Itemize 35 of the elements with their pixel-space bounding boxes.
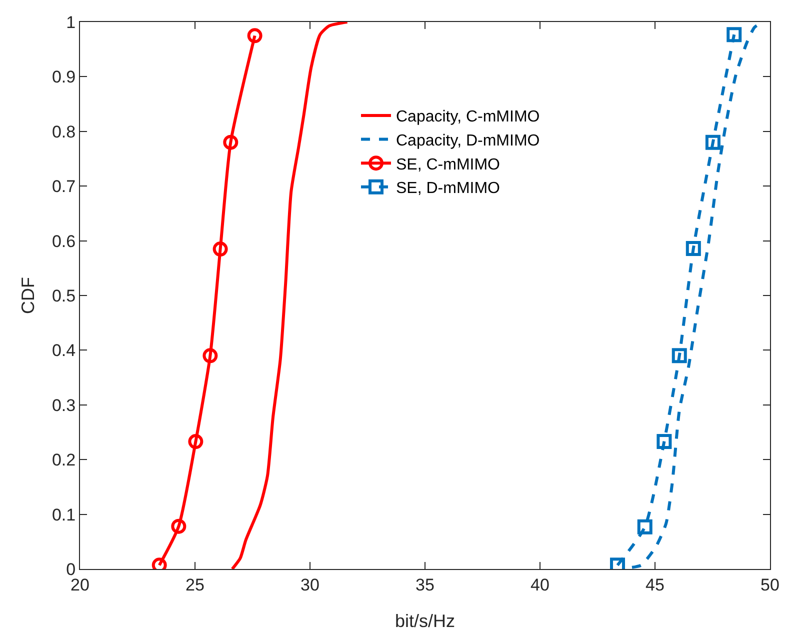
x-tick-label: 30: [300, 575, 320, 594]
legend-label: SE, D-mMIMO: [396, 180, 500, 198]
x-tick-label: 25: [186, 575, 204, 594]
point: [726, 27, 742, 42]
y-tick-label: 0.2: [52, 450, 76, 470]
x-tick-label: 50: [760, 575, 780, 594]
y-axis-title: CDF: [18, 277, 38, 314]
y-tick-label: 0.3: [52, 396, 76, 415]
point: [672, 348, 687, 364]
y-tick-label: 1: [66, 12, 76, 32]
point: [705, 134, 720, 150]
legend-label: SE, C-mMIMO: [396, 156, 500, 174]
x-tick-label: 35: [416, 575, 434, 594]
x-tick-label: 45: [646, 575, 664, 594]
legend-label: Capacity, C-mMIMO: [396, 108, 540, 126]
y-tick-label: 0.4: [52, 341, 76, 360]
point: [202, 348, 218, 364]
y-tick-label: 0.8: [52, 122, 76, 142]
x-axis-title: bit/s/Hz: [394, 611, 456, 631]
y-tick-label: 0.7: [52, 177, 76, 196]
point: [637, 519, 652, 534]
point: [656, 434, 672, 450]
y-tick-label: 0.6: [52, 232, 76, 251]
x-tick-label: 40: [530, 575, 550, 594]
point: [212, 242, 228, 257]
point: [247, 28, 262, 44]
y-tick-label: 0.5: [52, 286, 76, 306]
point: [686, 240, 701, 256]
line-series: [230, 22, 349, 569]
y-tick-label: 0.9: [52, 68, 76, 87]
point: [171, 518, 186, 534]
legend-label: Capacity, D-mMIMO: [396, 132, 540, 150]
y-tick-label: 0.1: [52, 505, 76, 524]
point: [188, 434, 204, 450]
point: [223, 134, 238, 150]
